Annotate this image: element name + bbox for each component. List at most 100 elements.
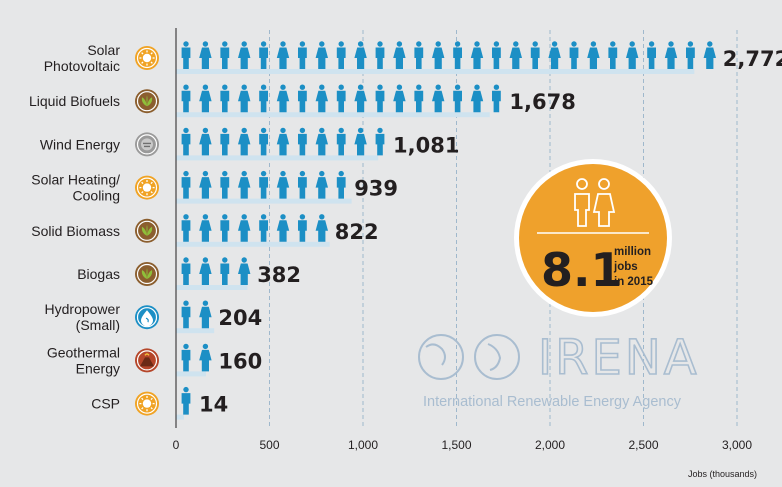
category-label: Solid Biomass <box>31 223 120 239</box>
person-figure <box>354 41 367 69</box>
person-figure <box>259 127 268 156</box>
category-label: Solar Heating/Cooling <box>31 172 120 204</box>
people-icon <box>574 178 616 227</box>
person-figure <box>238 84 251 113</box>
value-labels: 2,772 1,678 1,081 939 822 382 204 160 14 <box>199 47 782 417</box>
bars <box>176 41 716 420</box>
category-label: Hydropower (Small) <box>45 301 121 333</box>
water-drop-icon <box>135 305 159 330</box>
person-figure <box>297 84 307 113</box>
value-label: 822 <box>335 220 379 244</box>
person-figure <box>375 127 385 156</box>
person-figure <box>315 214 328 242</box>
x-tick-label: 1,500 <box>441 438 471 452</box>
x-tick-label: 0 <box>173 438 180 452</box>
bar-shadow <box>176 198 352 204</box>
person-figure <box>259 84 268 113</box>
person-figure <box>470 84 484 113</box>
sun-icon <box>135 175 159 200</box>
sun-icon <box>135 391 159 416</box>
person-figure <box>181 257 191 285</box>
person-figure <box>375 41 385 69</box>
person-figure <box>238 214 251 242</box>
x-tick-labels: 0 500 1,000 1,500 2,000 2,500 3,000 <box>173 438 753 452</box>
person-figure <box>199 170 212 199</box>
person-figure <box>181 300 191 329</box>
category-label: Biogas <box>77 266 120 282</box>
person-figure <box>315 127 328 156</box>
person-figure <box>664 41 678 69</box>
badge-line2: jobs <box>613 261 638 273</box>
person-figure <box>297 170 307 199</box>
person-figure <box>608 41 618 69</box>
value-label: 204 <box>218 306 262 330</box>
person-figure <box>336 41 346 69</box>
person-figure <box>686 41 695 69</box>
bar-shadow <box>176 155 379 161</box>
person-figure <box>530 41 540 69</box>
leaf-icon <box>135 89 159 114</box>
watermark-tagline: International Renewable Energy Agency <box>423 394 682 410</box>
person-figure <box>181 170 191 199</box>
person-figure <box>297 127 307 156</box>
category-icons <box>135 46 159 416</box>
irena-watermark: IRENA International Renewable Energy Age… <box>418 329 697 410</box>
person-figure <box>336 170 346 199</box>
person-figure <box>181 343 191 372</box>
x-tick-label: 2,500 <box>628 438 658 452</box>
person-figure <box>181 386 191 415</box>
person-figure <box>220 84 230 113</box>
badge-line1: million <box>614 246 651 258</box>
value-label: 14 <box>199 393 228 417</box>
person-figure <box>587 41 600 69</box>
person-figure <box>548 41 561 69</box>
bar-shadow <box>176 328 215 334</box>
person-figure <box>238 170 251 199</box>
person-figure <box>276 127 290 156</box>
person-figure <box>220 170 230 199</box>
person-figure <box>259 214 268 242</box>
leaf-icon <box>135 262 159 286</box>
turbine-icon <box>135 132 159 157</box>
person-figure <box>238 257 251 285</box>
bar-shadow <box>176 241 330 247</box>
person-figure <box>220 127 230 156</box>
person-figure <box>414 84 424 113</box>
person-figure <box>220 41 230 69</box>
person-figure <box>259 170 268 199</box>
value-label: 382 <box>257 263 301 287</box>
badge-number: 8.1 <box>541 243 623 297</box>
value-label: 2,772 <box>723 47 782 71</box>
value-label: 160 <box>218 349 262 373</box>
person-figure <box>238 41 251 69</box>
person-figure <box>199 343 212 372</box>
bar-shadow <box>176 371 206 377</box>
value-label: 1,678 <box>509 90 575 114</box>
category-label: CSP <box>91 396 120 412</box>
person-figure <box>199 300 212 329</box>
total-jobs-badge: 8.1 million jobs in 2015 <box>514 159 672 317</box>
person-figure <box>297 214 307 242</box>
sun-icon <box>135 46 159 70</box>
person-figure <box>315 170 328 199</box>
x-axis-title: Jobs (thousands) <box>688 469 757 479</box>
person-figure <box>276 170 290 199</box>
bar-shadow <box>176 112 490 118</box>
person-figure <box>199 257 212 285</box>
category-label: Geothermal Energy <box>47 344 120 376</box>
person-figure <box>354 127 367 156</box>
person-figure <box>375 84 385 113</box>
person-figure <box>181 41 191 69</box>
badge-disc <box>519 164 667 312</box>
person-figure <box>491 41 501 69</box>
person-figure <box>315 41 328 69</box>
irena-logo-icon <box>418 334 520 380</box>
person-figure <box>199 84 212 113</box>
badge-line3: in 2015 <box>614 276 654 288</box>
person-figure <box>336 84 346 113</box>
category-labels: Solar Photovoltaic Liquid Biofuels Wind Ene… <box>29 42 120 412</box>
person-figure <box>276 84 290 113</box>
category-label: Solar Photovoltaic <box>44 42 121 74</box>
x-tick-label: 500 <box>259 438 279 452</box>
